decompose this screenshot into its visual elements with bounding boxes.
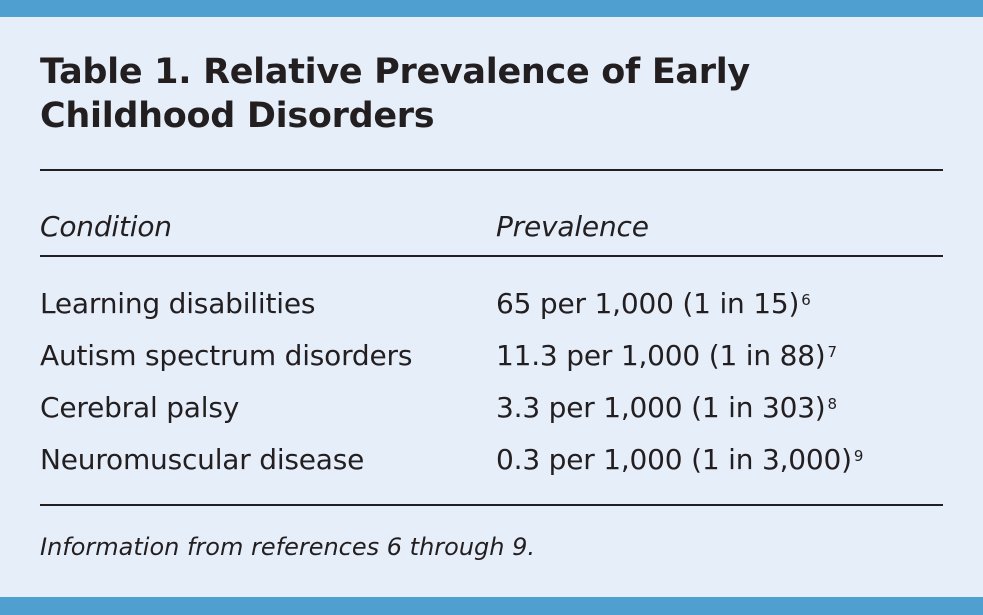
reference-number: 8 (827, 395, 838, 413)
row-prevalence: 65 per 1,000 (1 in 15) 6 (496, 287, 811, 321)
prevalence-value: 11.3 per 1,000 (1 in 88) (496, 339, 826, 372)
divider (40, 169, 943, 171)
reference-number: 6 (801, 291, 811, 309)
row-condition: Neuromuscular disease (40, 443, 365, 476)
row-condition: Cerebral palsy (40, 391, 240, 424)
row-prevalence: 11.3 per 1,000 (1 in 88) 7 (496, 339, 837, 373)
table-title: Table 1. Relative Prevalence of Early Ch… (40, 52, 750, 136)
divider (40, 504, 943, 506)
bottom-accent-bar (0, 597, 983, 615)
row-prevalence: 0.3 per 1,000 (1 in 3,000) 9 (496, 443, 863, 477)
prevalence-value: 3.3 per 1,000 (1 in 303) (496, 391, 826, 424)
prevalence-value: 65 per 1,000 (1 in 15) (496, 287, 800, 320)
reference-number: 7 (827, 343, 838, 361)
top-accent-bar (0, 0, 983, 17)
column-header-prevalence: Prevalence (496, 210, 649, 243)
prevalence-value: 0.3 per 1,000 (1 in 3,000) (496, 443, 852, 476)
row-prevalence: 3.3 per 1,000 (1 in 303) 8 (496, 391, 837, 425)
footnote: Information from references 6 through 9. (40, 533, 536, 561)
row-condition: Learning disabilities (40, 287, 316, 320)
column-header-condition: Condition (40, 210, 172, 243)
divider (40, 255, 943, 257)
row-condition: Autism spectrum disorders (40, 339, 413, 372)
reference-number: 9 (853, 447, 864, 465)
